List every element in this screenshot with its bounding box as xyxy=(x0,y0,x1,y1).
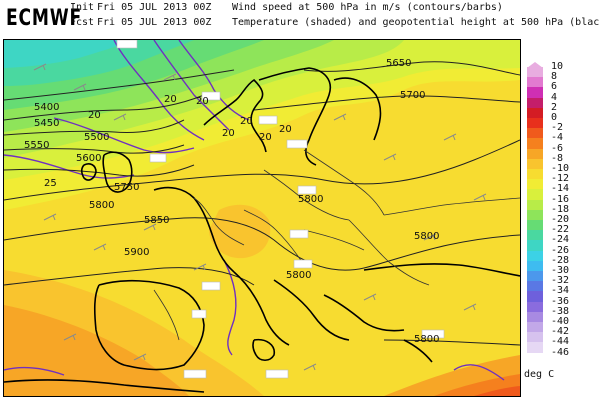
legend-level-label: -40 xyxy=(551,316,570,327)
height-label: 5600 xyxy=(76,153,101,164)
wind-label: 20 xyxy=(88,110,101,121)
legend-level-label: -38 xyxy=(551,305,570,317)
wind-label: 20 xyxy=(279,124,292,135)
height-label: 5900 xyxy=(124,247,149,258)
legend-level-label: -2 xyxy=(551,122,564,134)
marker-boxes xyxy=(116,40,445,379)
legend-level-label: -20 xyxy=(551,214,570,225)
legend-level-label: -24 xyxy=(551,234,570,246)
legend-swatch xyxy=(527,169,543,180)
legend-swatch xyxy=(527,332,543,343)
legend-swatch xyxy=(527,179,543,190)
legend-level-label: 4 xyxy=(551,91,558,103)
wind-label: 20 xyxy=(259,132,272,143)
title-line-2: Temperature (shaded) and geopotential he… xyxy=(232,17,600,28)
legend-swatch xyxy=(527,291,543,302)
legend-swatch xyxy=(527,209,543,220)
legend-level-label: -46 xyxy=(551,346,570,358)
legend-level-label: -14 xyxy=(551,183,570,195)
height-label: 5800 xyxy=(286,270,311,281)
ecmwf-logo: ECMWF xyxy=(6,6,82,31)
legend-swatch xyxy=(527,107,543,118)
legend-swatch xyxy=(527,311,543,322)
temperature-shading xyxy=(4,40,520,396)
legend-level-label: 6 xyxy=(551,81,558,93)
fcst-label: Fcst xyxy=(70,17,95,28)
wind-speed-contours xyxy=(4,40,505,381)
legend-swatch xyxy=(527,118,543,129)
legend-swatch xyxy=(527,271,543,282)
legend-swatch xyxy=(527,77,543,88)
wind-label: 20 xyxy=(164,94,177,105)
legend-swatch xyxy=(527,281,543,292)
legend-swatch xyxy=(527,148,543,159)
height-label: 5850 xyxy=(144,215,169,226)
height-label: 5700 xyxy=(400,90,425,101)
legend-swatch xyxy=(527,158,543,169)
legend-swatch xyxy=(527,230,543,241)
height-label: 5800 xyxy=(414,231,439,242)
wind-label: 20 xyxy=(240,116,253,127)
wind-label: 20 xyxy=(196,96,209,107)
wind-barbs xyxy=(33,63,487,371)
height-label: 5400 xyxy=(34,102,59,113)
legend-top-triangle xyxy=(527,62,543,68)
height-label: 5550 xyxy=(24,140,49,151)
legend-level-label: -4 xyxy=(551,132,564,144)
legend-level-label: 0 xyxy=(551,112,558,123)
country-borders xyxy=(153,149,520,341)
legend-level-label: -44 xyxy=(551,336,570,348)
legend-swatch xyxy=(527,250,543,261)
legend-level-label: -28 xyxy=(551,254,570,266)
wind-label: 25 xyxy=(44,178,57,189)
legend-level-label: -8 xyxy=(551,152,564,164)
legend-swatch xyxy=(527,87,543,98)
wind-label: 20 xyxy=(222,128,235,139)
weather-map: 5650 5700 5400 5450 5500 5550 5600 5750 … xyxy=(3,39,521,397)
legend-level-label: -36 xyxy=(551,295,570,307)
legend-level-label: -6 xyxy=(551,142,564,154)
map-canvas: 5650 5700 5400 5450 5500 5550 5600 5750 … xyxy=(4,40,520,396)
legend-swatch xyxy=(527,301,543,312)
init-value: Fri 05 JUL 2013 00Z xyxy=(97,2,212,13)
legend-level-label: -12 xyxy=(551,173,570,185)
legend-swatch xyxy=(527,322,543,333)
height-label: 5800 xyxy=(89,200,114,211)
legend-swatch xyxy=(527,189,543,200)
legend-level-label: -16 xyxy=(551,193,570,205)
legend-swatch xyxy=(527,128,543,139)
coastlines xyxy=(4,67,520,393)
legend-swatch xyxy=(527,260,543,271)
legend-level-label: 2 xyxy=(551,101,558,113)
legend-level-label: 10 xyxy=(551,61,564,72)
legend-swatch xyxy=(527,138,543,149)
title-line-1: Wind speed at 500 hPa in m/s (contours/b… xyxy=(232,2,503,13)
height-label: 5450 xyxy=(34,118,59,129)
legend-level-label: -30 xyxy=(551,265,570,276)
height-label: 5500 xyxy=(84,132,109,143)
legend-swatch xyxy=(527,220,543,231)
header: ECMWF Init Fri 05 JUL 2013 00Z Fcst Fri … xyxy=(0,0,600,38)
height-label: 5800 xyxy=(298,194,323,205)
legend-level-label: -42 xyxy=(551,326,570,338)
legend-level-label: -26 xyxy=(551,244,570,256)
height-label: 5750 xyxy=(114,182,139,193)
legend-level-label: -34 xyxy=(551,285,570,297)
legend-level-label: 8 xyxy=(551,71,558,83)
legend-level-label: -10 xyxy=(551,163,570,174)
legend-swatch xyxy=(527,67,543,78)
legend-level-label: -22 xyxy=(551,224,570,236)
height-contours xyxy=(4,61,520,346)
legend-swatch xyxy=(527,240,543,251)
legend-swatch xyxy=(527,342,543,353)
init-label: Init xyxy=(70,2,95,13)
legend-units: deg C xyxy=(524,369,555,380)
legend-swatch xyxy=(527,199,543,210)
fcst-value: Fri 05 JUL 2013 00Z xyxy=(97,17,212,28)
height-label: 5650 xyxy=(386,58,411,69)
legend-level-label: -18 xyxy=(551,203,570,215)
height-label: 5800 xyxy=(414,334,439,345)
legend-swatch xyxy=(527,97,543,108)
legend-level-label: -32 xyxy=(551,275,570,287)
